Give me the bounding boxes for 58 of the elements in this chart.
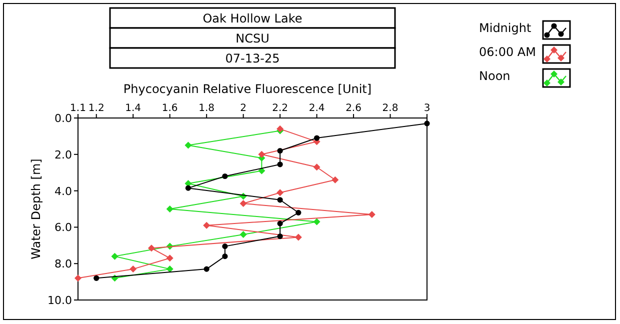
point [332, 176, 339, 184]
point [313, 164, 320, 171]
point [368, 210, 376, 218]
y-tick-label: 6.0 [54, 221, 72, 234]
y-tick-label: 10.0 [48, 294, 72, 307]
x-tick-label: 2 [240, 103, 247, 114]
legend-label: 06:00 AM [479, 45, 536, 59]
point [184, 142, 192, 149]
y-tick-label: 4.0 [54, 184, 72, 198]
x-tick-label: 1.6 [162, 103, 178, 114]
point [314, 135, 320, 141]
point [296, 210, 302, 216]
point [74, 274, 82, 282]
x-tick-label: 1.1 [70, 103, 86, 114]
point [240, 200, 247, 208]
point [166, 266, 174, 273]
point [94, 275, 100, 281]
point [111, 252, 118, 260]
text: 07-13-25 [225, 52, 280, 66]
x-tick-label: 1.8 [198, 103, 215, 114]
chart-subtitle: NCSU [236, 32, 270, 46]
point [185, 185, 192, 191]
x-tick-label: 1.2 [88, 103, 104, 114]
point [204, 266, 210, 272]
point [130, 266, 137, 273]
y-tick-label: 8.0 [54, 258, 72, 271]
point [203, 222, 210, 229]
point [148, 244, 155, 252]
x-tick-label: 3 [424, 103, 430, 114]
point [277, 197, 283, 203]
point [240, 230, 247, 238]
point [166, 254, 174, 262]
x-tick-label: 2.6 [346, 103, 362, 114]
point [424, 120, 430, 126]
point [258, 167, 266, 174]
point [277, 220, 283, 226]
point [222, 244, 228, 250]
point [166, 206, 174, 212]
x-tick-label: 1.4 [125, 103, 142, 114]
point [222, 254, 228, 260]
x-tick-label: 2.4 [308, 103, 325, 114]
x-tick-label: 2.2 [272, 103, 288, 114]
x-axis-title: Phycocyanin Relative Fluorescence [Unit] [123, 82, 372, 96]
point [313, 218, 320, 226]
point [222, 173, 228, 180]
point [258, 150, 266, 158]
y-tick-label: 2.0 [54, 148, 72, 162]
text: Noon [479, 69, 510, 83]
chart-title: Oak Hollow Lake [202, 12, 302, 26]
point [277, 148, 283, 154]
y-axis-title: Water Depth [m] [29, 158, 43, 260]
y-tick-label: 0.0 [54, 112, 72, 125]
point [277, 162, 283, 168]
point [294, 234, 302, 241]
point [276, 189, 284, 196]
point [277, 234, 283, 240]
x-tick-label: 2.8 [382, 103, 398, 114]
legend-label: Midnight [479, 21, 532, 35]
